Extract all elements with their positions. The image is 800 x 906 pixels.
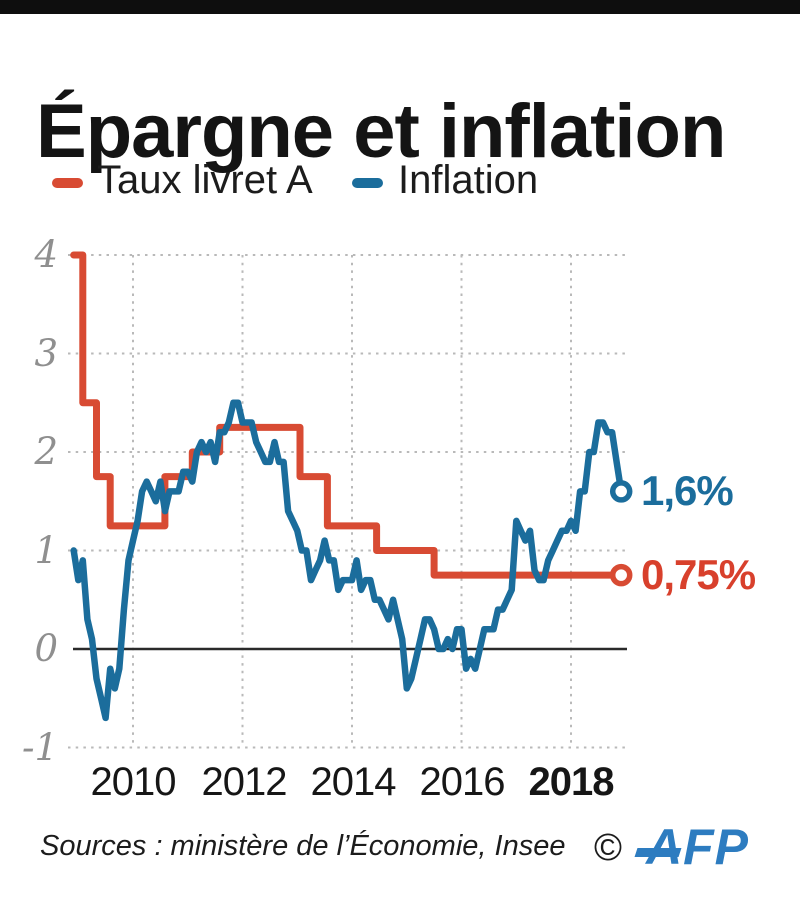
y-tick-0: 0 [34,627,58,670]
afp-logo: AFP [634,819,780,875]
sources-credit: Sources : ministère de l’Économie, Insee [40,830,566,862]
top-accent-bar [0,0,800,14]
afp-logo-crossbar [634,848,682,857]
legend-swatch-livret-a [52,178,83,188]
page-title: Épargne et inflation [36,88,726,174]
y-tick-3: 3 [34,332,58,375]
legend-label-livret-a: Taux livret A [97,158,313,202]
inflation-end-value-label: 1,6% [641,467,734,514]
livret-a-end-value-label: 0,75% [641,551,756,598]
y-tick-2: 2 [34,430,58,473]
x-tick-2016: 2016 [419,760,506,804]
x-tick-2014: 2014 [310,760,397,804]
y-tick-minus1: -1 [21,726,58,769]
chart-canvas [68,251,633,749]
legend-swatch-inflation [352,178,383,188]
y-tick-1: 1 [34,529,58,572]
afp-logo-text: AFP [646,819,749,875]
x-tick-2018: 2018 [528,760,615,804]
legend-label-inflation: Inflation [398,158,539,202]
x-tick-2012: 2012 [201,760,288,804]
copyright-icon: © [594,827,622,869]
y-tick-4: 4 [34,233,58,276]
x-tick-2010: 2010 [90,760,177,804]
line-chart: 4 3 2 1 0 -1 2010 2012 2014 2016 2018 1,… [0,230,800,810]
